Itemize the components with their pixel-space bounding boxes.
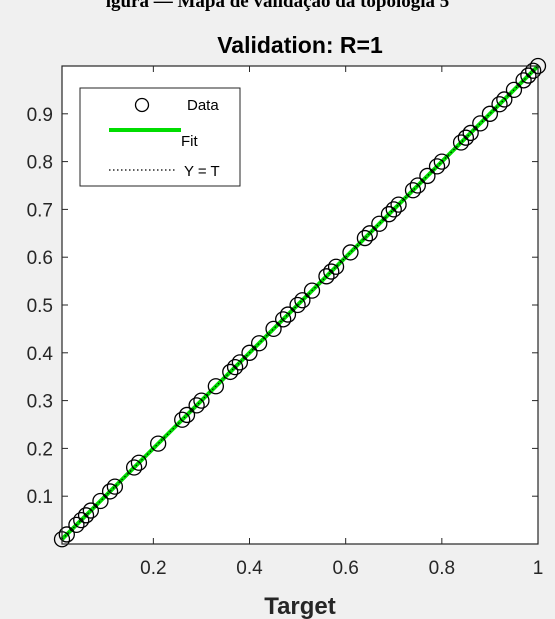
data-point xyxy=(303,282,321,299)
data-point xyxy=(101,483,119,500)
data-point xyxy=(409,177,426,194)
data-point xyxy=(356,229,374,247)
data-point xyxy=(77,507,95,524)
data-point xyxy=(525,62,542,79)
y-tick-label: 0.4 xyxy=(27,344,54,365)
y-tick-label: 0.5 xyxy=(27,296,53,317)
data-point xyxy=(73,511,90,529)
x-axis-label: Target xyxy=(264,593,336,619)
data-point xyxy=(279,306,297,323)
data-point xyxy=(419,167,436,185)
data-point xyxy=(265,320,282,338)
data-point xyxy=(188,397,205,414)
y-tick-label: 0.7 xyxy=(27,200,53,221)
data-point xyxy=(327,258,345,275)
data-point xyxy=(481,105,499,122)
data-point xyxy=(150,435,167,452)
data-point xyxy=(68,516,85,534)
data-point xyxy=(130,454,148,471)
x-tick-label: 0.4 xyxy=(236,558,263,579)
data-point xyxy=(371,215,388,232)
data-point xyxy=(92,492,109,510)
y-tick-label: 0.6 xyxy=(27,248,53,269)
data-point xyxy=(275,311,292,328)
data-point xyxy=(361,225,378,242)
data-point xyxy=(433,153,450,170)
legend-data-marker xyxy=(134,97,150,113)
x-tick-label: 0.8 xyxy=(429,558,455,579)
data-point xyxy=(491,96,508,113)
axis-ticks: 0.2 0.4 0.6 0.8 1 0.1 0.2 0.3 0.4 0.5 0.6 0.7 0.8 0.9 xyxy=(27,66,544,579)
legend-box xyxy=(79,87,241,187)
chart-marks xyxy=(53,57,547,548)
data-point xyxy=(82,502,99,519)
data-point xyxy=(323,263,340,280)
data-point xyxy=(452,134,470,151)
data-point xyxy=(125,459,143,476)
data-point xyxy=(207,378,225,395)
x-tick-label: 0.6 xyxy=(332,558,358,579)
data-point xyxy=(505,81,523,99)
data-point xyxy=(231,354,249,371)
data-point xyxy=(294,292,311,309)
legend-data-label: Data xyxy=(187,97,219,114)
y-tick-label: 0.9 xyxy=(27,105,53,126)
legend: Data Fit Y = T xyxy=(79,87,241,187)
data-point xyxy=(58,526,75,543)
data-point xyxy=(289,296,306,314)
chart-title: Validation: R=1 xyxy=(217,32,383,58)
data-point xyxy=(222,363,239,381)
figure-caption: igura — Mapa de validação da topologia 5 xyxy=(105,0,450,12)
y-tick-label: 0.1 xyxy=(27,487,53,508)
fit-line xyxy=(60,64,540,541)
x-tick-label: 1 xyxy=(533,558,544,579)
data-point xyxy=(428,158,446,175)
data-point xyxy=(390,196,407,213)
y-tick-label: 0.3 xyxy=(27,392,53,413)
data-point xyxy=(226,358,244,376)
data-point xyxy=(342,244,359,261)
data-point xyxy=(515,72,532,89)
data-point xyxy=(496,91,513,108)
x-tick-label: 0.2 xyxy=(140,558,166,579)
data-point xyxy=(250,335,268,352)
y-tick-label: 0.2 xyxy=(27,439,53,460)
data-point xyxy=(193,392,210,409)
data-point xyxy=(106,478,124,495)
legend-fit-label: Fit xyxy=(181,133,198,150)
data-point xyxy=(462,124,479,142)
data-point xyxy=(178,406,196,424)
data-point xyxy=(174,411,191,428)
legend-yt-label: Y = T xyxy=(184,163,220,180)
data-point xyxy=(385,201,402,218)
data-point xyxy=(404,182,422,199)
data-point xyxy=(520,67,537,84)
data-point xyxy=(241,344,258,361)
data-point xyxy=(380,206,398,223)
data-point xyxy=(457,129,475,146)
data-point xyxy=(318,268,335,285)
y-tick-label: 0.8 xyxy=(27,153,53,174)
data-point xyxy=(472,115,489,132)
